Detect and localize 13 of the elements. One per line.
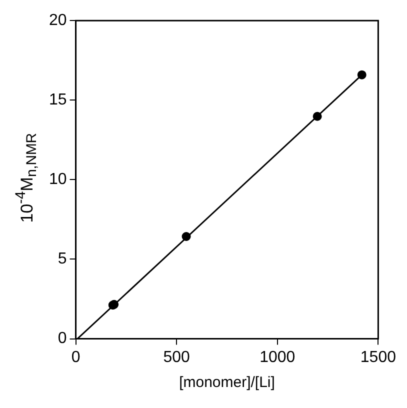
y-tick-label: 15 (49, 92, 67, 109)
x-tick-label: 0 (71, 348, 80, 366)
y-tick-label: 5 (58, 250, 67, 268)
y-tick-label: 10 (49, 171, 67, 188)
point (182, 232, 191, 241)
point (357, 70, 366, 80)
x-tick-label: 1000 (260, 348, 296, 366)
x-tick-label: 1500 (360, 348, 396, 366)
y-tick-label: 0 (58, 330, 67, 348)
x-axis-title: [monomer]/[Li] (179, 374, 275, 392)
x-tick-label: 500 (163, 348, 190, 366)
point (312, 112, 322, 121)
y-tick-label: 20 (49, 12, 67, 30)
